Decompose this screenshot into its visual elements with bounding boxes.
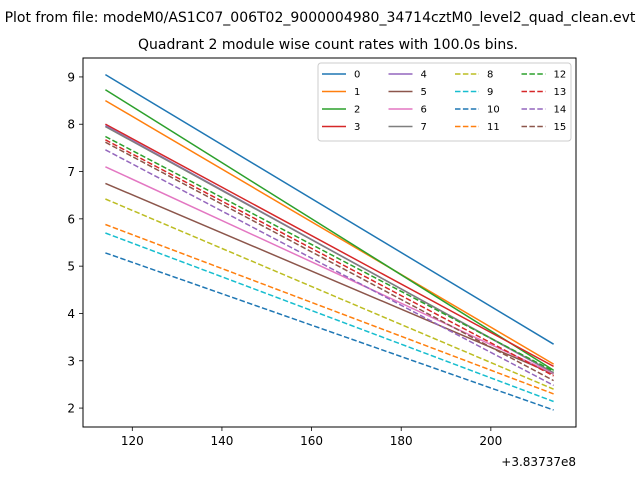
legend-label: 9 bbox=[487, 87, 493, 98]
x-tick-label: 200 bbox=[479, 434, 502, 448]
legend-label: 4 bbox=[421, 70, 427, 81]
legend-label: 8 bbox=[487, 70, 493, 81]
legend-entry-13: 13 bbox=[521, 87, 567, 98]
series-line-0 bbox=[105, 73, 554, 345]
x-tick-label: 180 bbox=[390, 434, 413, 448]
series-line-14 bbox=[105, 149, 554, 387]
legend-entry-3: 3 bbox=[322, 122, 360, 133]
legend-entry-9: 9 bbox=[455, 87, 493, 98]
legend-entry-5: 5 bbox=[388, 87, 427, 98]
series-line-2 bbox=[105, 89, 554, 371]
y-tick-label: 9 bbox=[67, 70, 75, 84]
legend-label: 11 bbox=[487, 122, 500, 133]
series-line-12 bbox=[105, 135, 554, 372]
legend-label: 1 bbox=[354, 87, 360, 98]
legend-label: 0 bbox=[354, 70, 360, 81]
x-axis-offset-label: +3.83737e8 bbox=[501, 455, 576, 469]
series-line-5 bbox=[105, 182, 554, 375]
x-tick-label: 160 bbox=[300, 434, 323, 448]
series-line-13 bbox=[105, 139, 554, 377]
y-tick-label: 5 bbox=[67, 260, 75, 274]
legend-label: 5 bbox=[421, 87, 427, 98]
figure-suptitle: Plot from file: modeM0/AS1C07_006T02_900… bbox=[5, 10, 636, 26]
series-line-10 bbox=[105, 252, 554, 411]
y-tick-label: 2 bbox=[67, 402, 75, 416]
y-tick-label: 7 bbox=[67, 165, 75, 179]
plot-frame bbox=[82, 57, 577, 428]
legend-label: 6 bbox=[421, 105, 427, 116]
legend-frame bbox=[317, 62, 572, 142]
series-line-15 bbox=[105, 141, 554, 382]
legend-label: 12 bbox=[554, 70, 567, 81]
legend-label: 3 bbox=[354, 122, 360, 133]
legend-label: 13 bbox=[554, 87, 567, 98]
legend-label: 14 bbox=[554, 105, 567, 116]
legend-label: 7 bbox=[421, 122, 427, 133]
series-line-8 bbox=[105, 198, 554, 390]
legend-entry-10: 10 bbox=[455, 105, 500, 116]
legend-entry-7: 7 bbox=[388, 122, 427, 133]
x-tick-label: 140 bbox=[210, 434, 233, 448]
legend-entry-11: 11 bbox=[455, 122, 500, 133]
legend-entry-1: 1 bbox=[322, 87, 360, 98]
y-tick-label: 6 bbox=[67, 212, 75, 226]
y-axis: 2 3 4 5 6 7 8 9 bbox=[67, 70, 83, 416]
chart-title: Quadrant 2 module wise count rates with … bbox=[138, 37, 518, 53]
legend-label: 15 bbox=[554, 122, 567, 133]
legend-entry-2: 2 bbox=[322, 105, 360, 116]
series-line-11 bbox=[105, 223, 554, 395]
y-tick-label: 3 bbox=[67, 354, 75, 368]
legend-label: 2 bbox=[354, 105, 360, 116]
x-axis: 120 140 160 180 200 bbox=[121, 427, 502, 448]
legend-entry-4: 4 bbox=[388, 70, 427, 81]
x-tick-label: 120 bbox=[121, 434, 144, 448]
series-line-6 bbox=[105, 166, 554, 375]
legend-label: 10 bbox=[487, 105, 500, 116]
legend-entry-6: 6 bbox=[388, 105, 427, 116]
legend-entry-15: 15 bbox=[521, 122, 567, 133]
legend-entry-8: 8 bbox=[455, 70, 493, 81]
series-line-9 bbox=[105, 232, 554, 403]
series-line-3 bbox=[105, 123, 554, 368]
legend-entry-0: 0 bbox=[322, 70, 360, 81]
y-tick-label: 4 bbox=[67, 307, 75, 321]
legend-entry-12: 12 bbox=[521, 70, 567, 81]
legend-entry-14: 14 bbox=[521, 105, 567, 116]
series-layer bbox=[105, 73, 554, 411]
series-line-1 bbox=[105, 99, 554, 365]
y-tick-label: 8 bbox=[67, 118, 75, 132]
